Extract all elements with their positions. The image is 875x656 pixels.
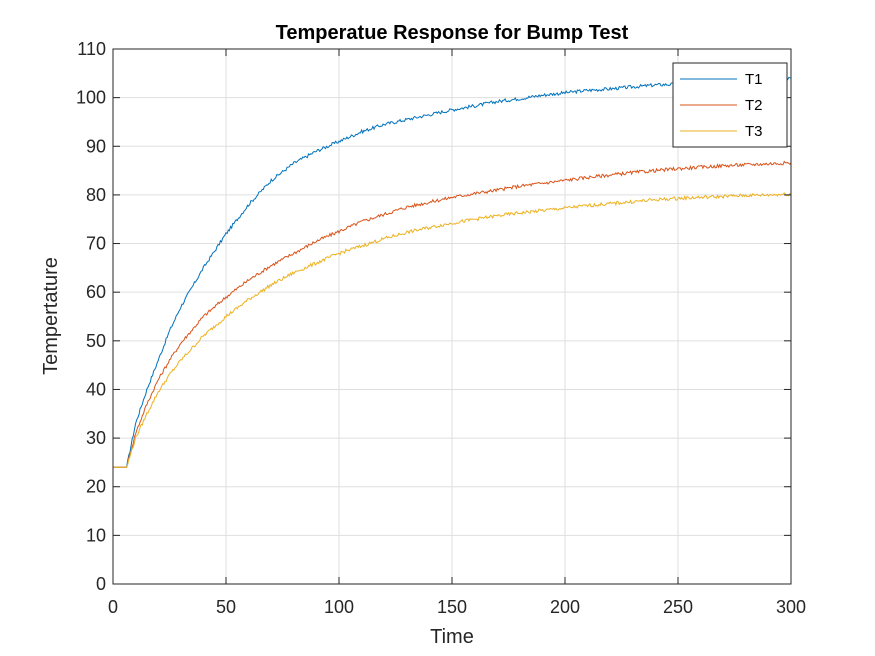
- y-tick-label: 100: [76, 88, 106, 108]
- x-tick-label: 50: [216, 597, 236, 617]
- series-line-t3: [113, 192, 792, 468]
- axes: [112, 48, 792, 585]
- x-tick-label: 0: [108, 597, 118, 617]
- series-line-t2: [113, 160, 792, 468]
- y-tick-label: 0: [96, 574, 106, 594]
- legend-item-t2: T2: [680, 97, 763, 114]
- chart-title: Temperatue Response for Bump Test: [276, 22, 629, 44]
- y-tick-label: 50: [86, 331, 106, 351]
- y-tick-label: 110: [77, 39, 106, 59]
- x-tick-label: 300: [776, 597, 806, 617]
- x-tick-label: 250: [663, 597, 693, 617]
- legend-item-t1: T1: [680, 71, 763, 88]
- y-tick-label: 60: [86, 282, 106, 302]
- x-tick-label: 150: [437, 597, 467, 617]
- legend-label-t1: T1: [745, 71, 763, 88]
- tick-labels: 0 50 100 150 200 250 300 0 10 20 30 40 50 60 70 80 90 100…: [76, 39, 806, 617]
- grid: [113, 49, 791, 584]
- legend-label-t2: T2: [745, 97, 763, 114]
- y-tick-label: 70: [86, 234, 106, 254]
- y-axis-label: Tempertature: [40, 257, 62, 375]
- x-tick-label: 100: [324, 597, 354, 617]
- x-axis-label: Time: [430, 626, 474, 648]
- y-tick-label: 40: [86, 379, 106, 399]
- x-tick-label: 200: [550, 597, 580, 617]
- y-tick-label: 10: [86, 525, 106, 545]
- y-tick-label: 30: [86, 428, 106, 448]
- y-tick-label: 90: [86, 136, 106, 156]
- legend: T1 T2 T3: [672, 62, 788, 148]
- legend-item-t3: T3: [680, 123, 763, 140]
- y-tick-label: 20: [86, 477, 106, 497]
- legend-label-t3: T3: [745, 123, 763, 140]
- y-tick-label: 80: [86, 185, 106, 205]
